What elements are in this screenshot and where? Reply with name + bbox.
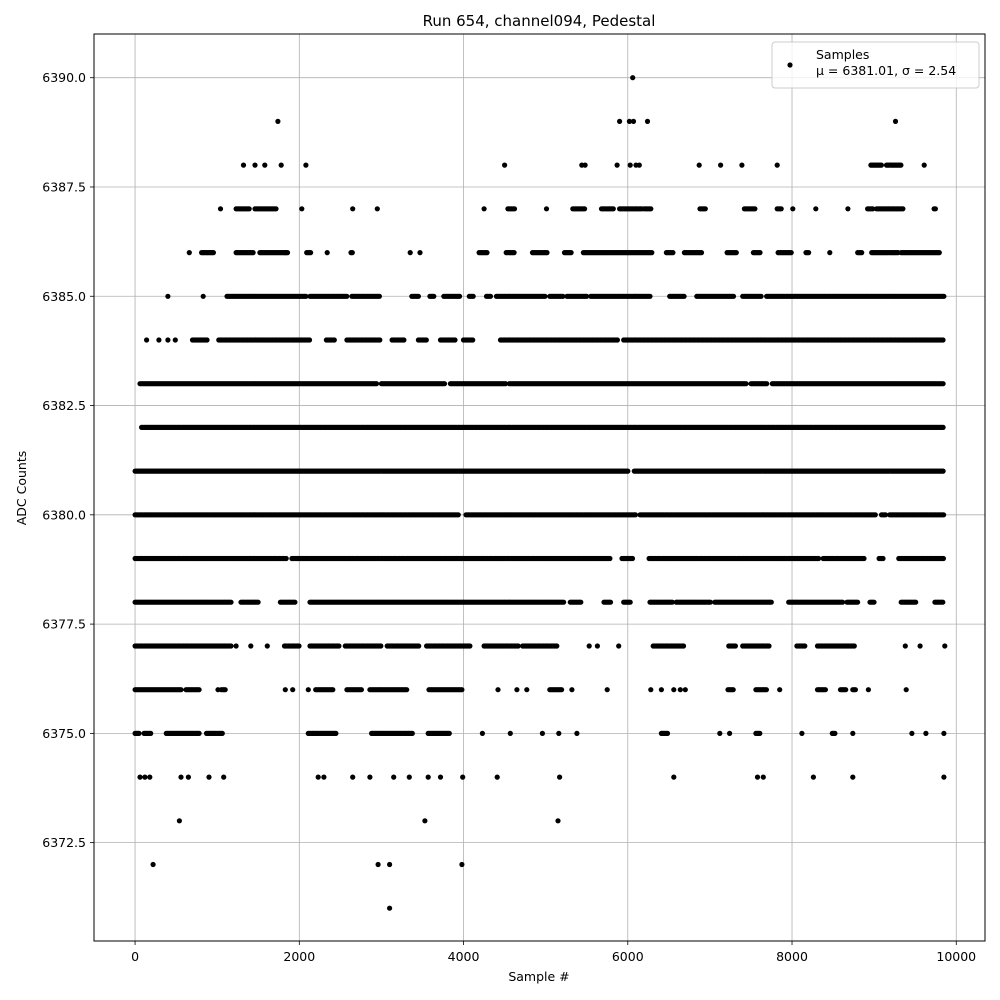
data-point xyxy=(855,599,861,605)
data-point xyxy=(843,687,849,693)
data-point xyxy=(913,599,919,605)
data-point xyxy=(196,730,202,737)
data-point xyxy=(664,730,671,737)
data-point xyxy=(764,381,770,387)
data-point xyxy=(816,555,822,562)
data-point xyxy=(851,643,857,649)
data-point xyxy=(376,293,382,299)
data-point xyxy=(757,730,763,737)
data-point xyxy=(423,337,429,343)
data-point xyxy=(404,687,410,693)
data-point xyxy=(561,599,567,605)
data-point xyxy=(940,468,946,474)
data-point xyxy=(940,337,946,343)
data-point xyxy=(330,687,336,693)
data-point xyxy=(730,293,737,299)
data-point xyxy=(940,424,946,430)
data-point xyxy=(336,643,342,649)
data-point xyxy=(358,687,364,693)
data-point xyxy=(629,555,636,562)
chart-title: Run 654, channel094, Pedestal xyxy=(423,12,656,30)
data-point xyxy=(840,599,846,605)
data-point xyxy=(614,337,621,343)
data-point xyxy=(455,512,461,518)
data-point xyxy=(940,381,946,387)
data-point xyxy=(467,643,473,649)
plot-area xyxy=(94,34,985,941)
data-point xyxy=(607,555,613,562)
data-point xyxy=(459,687,465,693)
data-point xyxy=(578,599,584,605)
data-point xyxy=(559,687,565,693)
data-point xyxy=(457,293,463,299)
data-point xyxy=(204,337,210,343)
data-point xyxy=(136,730,142,737)
data-point xyxy=(228,643,234,649)
data-point xyxy=(852,687,859,693)
data-point xyxy=(219,730,225,737)
data-point xyxy=(283,555,289,562)
data-point xyxy=(344,293,350,299)
data-point xyxy=(373,381,380,387)
data-point xyxy=(940,599,946,605)
data-point xyxy=(941,512,947,518)
data-point xyxy=(222,687,228,693)
data-point xyxy=(768,599,774,605)
data-point xyxy=(415,293,421,299)
data-point xyxy=(333,730,339,737)
data-point xyxy=(554,643,560,649)
data-point xyxy=(607,599,614,605)
data-point xyxy=(627,599,633,605)
data-point xyxy=(758,293,764,299)
data-point xyxy=(306,337,313,343)
data-point xyxy=(470,337,476,343)
data-point xyxy=(416,643,422,649)
data-point xyxy=(832,730,838,737)
data-point xyxy=(296,643,302,649)
data-point xyxy=(871,599,877,605)
data-point xyxy=(292,599,298,605)
data-point xyxy=(431,293,437,299)
data-point xyxy=(446,730,452,737)
data-point xyxy=(882,512,889,518)
data-point xyxy=(707,599,714,605)
data-point xyxy=(872,512,878,518)
data-point xyxy=(196,687,202,693)
data-point xyxy=(255,599,261,605)
data-point xyxy=(441,381,448,387)
data-point xyxy=(377,337,383,343)
data-point xyxy=(669,599,675,605)
data-point xyxy=(470,293,476,299)
data-point xyxy=(487,293,494,299)
data-point xyxy=(178,687,184,693)
data-point xyxy=(861,555,867,562)
data-point xyxy=(542,293,548,299)
data-point xyxy=(378,643,384,649)
data-point xyxy=(401,337,407,343)
data-point xyxy=(732,643,739,649)
data-point xyxy=(632,512,639,518)
data-point xyxy=(743,381,749,387)
data-point xyxy=(766,643,772,649)
data-point xyxy=(515,643,521,649)
data-point xyxy=(730,687,736,693)
data-point xyxy=(680,643,687,649)
scatter-points xyxy=(132,75,948,911)
data-point xyxy=(940,555,947,562)
data-point xyxy=(625,468,631,474)
data-point xyxy=(822,687,829,693)
data-point xyxy=(802,643,808,649)
data-point xyxy=(647,293,653,299)
data-point xyxy=(409,730,415,737)
data-point xyxy=(681,293,687,299)
data-point xyxy=(228,599,234,605)
data-point xyxy=(148,730,154,737)
data-point xyxy=(763,687,770,693)
data-point xyxy=(331,337,337,343)
data-point xyxy=(452,337,458,343)
data-point xyxy=(880,555,886,562)
